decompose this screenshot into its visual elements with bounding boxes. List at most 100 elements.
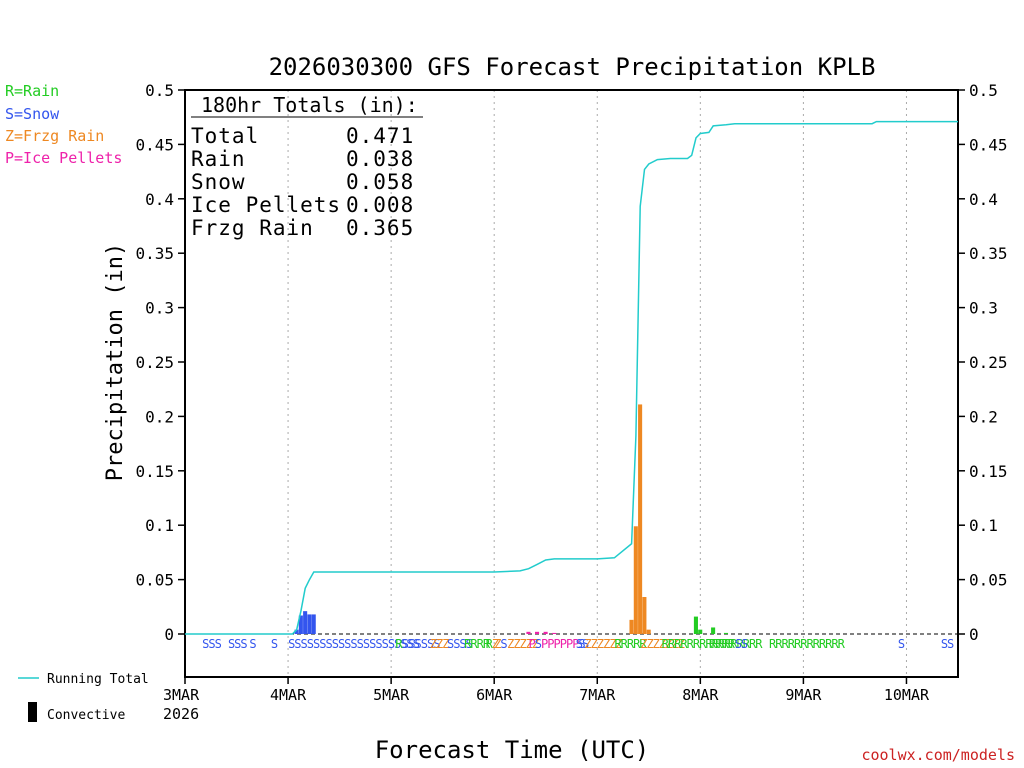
x-tick-label: 6MAR — [476, 686, 513, 704]
x-axis: 3MAR 4MAR 5MAR 6MAR 7MAR 8MAR 9MAR 10MAR — [163, 677, 930, 704]
convective-legend-label: Convective — [47, 708, 125, 723]
precip-bar — [698, 629, 703, 634]
y-tick-label: 0.35 — [135, 244, 174, 263]
totals-row-label: Snow — [191, 170, 246, 194]
totals-row-value: 0.471 — [346, 124, 414, 148]
ptype-segment: PSPPPPPPS — [529, 637, 586, 651]
ptype-segment: ZS — [494, 637, 507, 651]
x-tick-label: 3MAR — [163, 686, 200, 704]
y-tick-label: 0.3 — [145, 299, 174, 318]
y-tick-label: 0.5 — [145, 81, 174, 100]
y-tick-label: 0.25 — [969, 353, 1008, 372]
ptype-segment: SS — [735, 637, 748, 651]
precip-bar — [311, 614, 316, 634]
ptype-segment: ZZZZZ — [507, 637, 539, 651]
y-tick-label: 0.1 — [969, 516, 998, 535]
precip-bar — [646, 629, 651, 634]
ptype-segment: SSSSS — [408, 637, 440, 651]
ptype-segment: RRRR — [464, 637, 491, 651]
x-year-label: 2026 — [163, 705, 199, 723]
y-tick-label: 0.25 — [135, 353, 174, 372]
y-tick-label: 0.2 — [145, 407, 174, 426]
totals-row-label: Total — [191, 124, 259, 148]
y-tick-label: 0.05 — [135, 571, 174, 590]
y-tick-label: 0.35 — [969, 244, 1008, 263]
ptype-segment: SSS — [228, 637, 247, 651]
x-tick-label: 9MAR — [785, 686, 822, 704]
y-tick-label: 0 — [969, 625, 979, 644]
ptype-segment: RZ — [486, 637, 499, 651]
x-tick-label: 5MAR — [373, 686, 410, 704]
y-tick-label: 0.3 — [969, 299, 998, 318]
ptype-segment: SSSS — [447, 637, 473, 651]
precip-bar — [543, 631, 548, 634]
precip-bar — [642, 597, 647, 634]
x-axis-label: Forecast Time (UTC) — [375, 736, 650, 764]
precip-bar — [298, 615, 303, 634]
totals-row-label: Frzg Rain — [191, 216, 314, 240]
precip-bar — [638, 404, 643, 634]
y-tick-label: 0.1 — [145, 516, 174, 535]
y-axis-label: Precipitation (in) — [103, 243, 128, 481]
ptype-segment: ZZZZZZZ — [640, 637, 684, 651]
precip-bar — [629, 619, 634, 634]
ptype-segment: RRRRRRRRRRRR — [769, 637, 846, 651]
precip-bar — [307, 614, 312, 634]
y-axis-right: 0 0.05 0.1 0.15 0.2 0.25 0.3 0.35 0.4 0.45 0.5 — [958, 81, 1008, 644]
precip-bar — [723, 632, 729, 634]
y-axis-left: 0 0.05 0.1 0.15 0.2 0.25 0.3 0.35 0.4 0.45 0.5 — [135, 81, 185, 644]
ptype-segment: RRRRRRRRRRRRRRRR — [662, 637, 764, 651]
y-tick-label: 0.45 — [135, 135, 174, 154]
totals-row-value: 0.008 — [346, 193, 414, 217]
precip-bar — [633, 526, 638, 634]
footer-credit: coolwx.com/models — [861, 746, 1015, 764]
ptype-segment: ZZZ — [430, 637, 449, 651]
precip-bar — [693, 616, 698, 634]
ptype-segment: SSSSSSSSSSSSSSSSSSSSS — [288, 637, 420, 651]
totals-box: 180hr Totals (in): Total 0.471 Rain 0.038 Sn… — [191, 93, 423, 240]
legend-frzg-rain: Z=Frzg Rain — [5, 127, 104, 145]
running-total-line — [185, 120, 958, 635]
totals-row-value: 0.058 — [346, 170, 414, 194]
ptype-segment: SS — [576, 637, 589, 651]
x-tick-label: 7MAR — [579, 686, 616, 704]
totals-row-label: Rain — [191, 147, 246, 171]
grid-lines — [287, 90, 907, 677]
legend-rain: R=Rain — [5, 82, 59, 100]
y-tick-label: 0 — [164, 625, 174, 644]
y-tick-label: 0.2 — [969, 407, 998, 426]
ptype-segment: RRRR — [709, 637, 736, 651]
ptype-segment: RS — [395, 637, 408, 651]
x-tick-label: 4MAR — [270, 686, 307, 704]
totals-header: 180hr Totals (in): — [201, 93, 418, 117]
totals-row-value: 0.038 — [346, 147, 414, 171]
precip-bar — [526, 631, 531, 634]
x-tick-label: 10MAR — [884, 686, 930, 704]
precip-bar — [534, 631, 540, 634]
running-total-legend-label: Running Total — [47, 672, 149, 687]
totals-row-value: 0.365 — [346, 216, 414, 240]
ptype-segment: ZZZZZZ — [584, 637, 622, 651]
precip-bar — [303, 611, 308, 634]
y-tick-label: 0.15 — [969, 462, 1008, 481]
convective-legend-swatch — [28, 702, 37, 722]
precip-bar — [552, 632, 557, 634]
y-tick-label: 0.15 — [135, 462, 174, 481]
y-tick-label: 0.5 — [969, 81, 998, 100]
chart-title: 2026030300 GFS Forecast Precipitation KP… — [269, 53, 876, 81]
ptype-segment: S — [249, 637, 256, 651]
ptype-segment: RRRRR — [614, 637, 647, 651]
plot-frame — [184, 89, 959, 678]
y-tick-label: 0.45 — [969, 135, 1008, 154]
y-tick-label: 0.4 — [145, 190, 174, 209]
legend-ice-pellets: P=Ice Pellets — [5, 149, 122, 167]
y-tick-label: 0.05 — [969, 571, 1008, 590]
totals-row-label: Ice Pellets — [191, 193, 341, 217]
x-tick-label: 8MAR — [682, 686, 719, 704]
ptype-segment: SS — [941, 637, 954, 651]
precip-bar — [294, 629, 299, 634]
ptype-segment: S — [898, 637, 905, 651]
ptype-segment: S — [271, 637, 278, 651]
